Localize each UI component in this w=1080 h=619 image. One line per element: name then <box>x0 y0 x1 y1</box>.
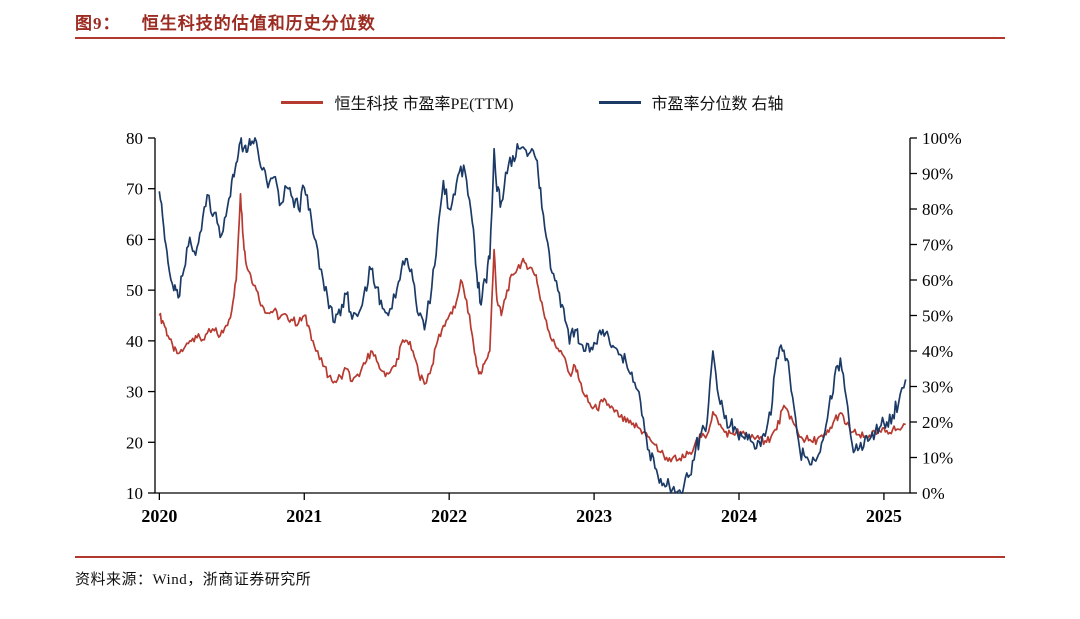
figure-title: 图9： 恒生科技的估值和历史分位数 <box>75 9 376 34</box>
source-rule <box>75 556 1005 558</box>
series-pe-percentile <box>158 137 907 494</box>
series-pe-ttm <box>158 192 906 463</box>
right-axis-tick-label: 60% <box>922 271 953 290</box>
right-axis-tick-label: 100% <box>922 129 962 148</box>
title-rule <box>75 37 1005 39</box>
percentile-line-swatch <box>598 100 641 104</box>
left-axis-tick-label: 40 <box>126 332 143 351</box>
axis-frame <box>154 138 911 494</box>
x-axis-tick-label: 2024 <box>721 506 757 526</box>
x-axis-tick-label: 2020 <box>141 506 177 526</box>
x-axis-tick-label: 2022 <box>431 506 467 526</box>
right-axis-tick-label: 50% <box>922 307 953 326</box>
left-axis-tick-label: 20 <box>126 433 143 452</box>
left-axis-tick-label: 60 <box>126 230 143 249</box>
x-axis-tick-label: 2021 <box>286 506 322 526</box>
legend-item-percentile: 市盈率分位数 右轴 <box>598 90 784 114</box>
left-axis-tick-label: 30 <box>126 383 143 402</box>
right-axis-tick-label: 70% <box>922 236 953 255</box>
left-axis-tick-label: 70 <box>126 180 143 199</box>
right-axis-tick-label: 80% <box>922 200 953 219</box>
legend-item-pe: 恒生科技 市盈率PE(TTM) <box>281 90 514 114</box>
pe-line-swatch <box>281 100 324 104</box>
right-axis-tick-label: 30% <box>922 378 953 397</box>
right-axis-tick-label: 90% <box>922 165 953 184</box>
left-axis-tick-label: 80 <box>126 129 143 148</box>
right-axis-tick-label: 10% <box>922 449 953 468</box>
page-title: 恒生科技的估值和历史分位数 <box>141 14 376 33</box>
x-axis-tick-label: 2023 <box>576 506 612 526</box>
left-axis-tick-label: 10 <box>126 484 143 503</box>
figure-label: 图9： <box>75 14 121 33</box>
chart-legend: 恒生科技 市盈率PE(TTM) 市盈率分位数 右轴 <box>155 90 910 114</box>
legend-label-percentile: 市盈率分位数 右轴 <box>651 96 784 113</box>
legend-label-pe: 恒生科技 市盈率PE(TTM) <box>334 96 514 113</box>
left-axis-tick-label: 50 <box>126 281 143 300</box>
right-axis-tick-label: 20% <box>922 413 953 432</box>
x-axis-tick-label: 2025 <box>866 506 902 526</box>
right-axis-tick-label: 0% <box>922 484 945 503</box>
right-axis-tick-label: 40% <box>922 342 953 361</box>
source-text: 资料来源：Wind，浙商证券研究所 <box>75 572 312 588</box>
